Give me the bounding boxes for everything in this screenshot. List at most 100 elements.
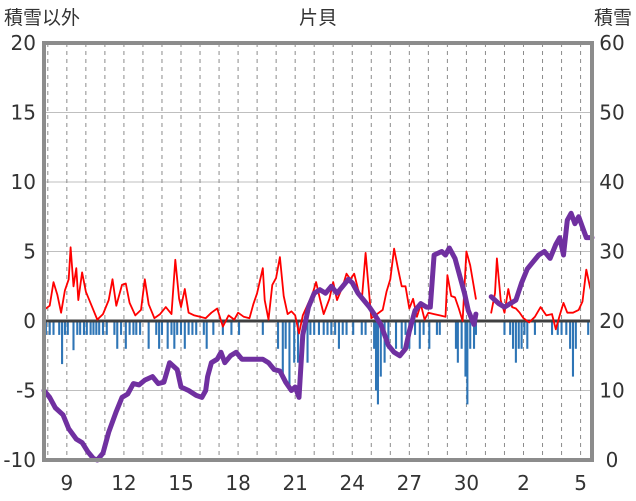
- precipitation-bar: [376, 321, 379, 405]
- right-tick-label: 40: [599, 170, 624, 194]
- right-axis-label: 積雪: [594, 7, 632, 29]
- precipitation-bar: [79, 321, 82, 335]
- precipitation-bar: [288, 321, 291, 391]
- precipitation-bar: [58, 321, 61, 335]
- precipitation-bar: [418, 321, 421, 349]
- precipitation-bar: [400, 321, 403, 349]
- precipitation-bar: [523, 321, 526, 335]
- precipitation-bar: [556, 321, 559, 335]
- precipitation-bar: [503, 321, 506, 335]
- precipitation-bar: [221, 321, 224, 335]
- precipitation-bar: [183, 321, 186, 349]
- precipitation-bar: [66, 321, 69, 335]
- precipitation-bar: [48, 321, 51, 335]
- precipitation-bar: [404, 321, 407, 335]
- precipitation-bar: [85, 321, 88, 335]
- precipitation-bar: [155, 321, 158, 335]
- precipitation-bar: [179, 321, 183, 335]
- precipitation-bar: [284, 321, 287, 349]
- x-tick-label: 12: [111, 471, 136, 495]
- x-tick-label: 5: [574, 471, 587, 495]
- x-tick-label: 9: [60, 471, 73, 495]
- precipitation-bar: [139, 321, 142, 335]
- precipitation-bar: [533, 321, 536, 335]
- precipitation-bar: [89, 321, 92, 335]
- precipitation-bar: [438, 321, 441, 335]
- precipitation-bar: [334, 321, 337, 335]
- precipitation-bar: [422, 321, 425, 335]
- grid-lines: [44, 43, 592, 460]
- precipitation-bar: [337, 321, 340, 349]
- precipitation-bar: [202, 321, 205, 335]
- precipitation-bar: [113, 321, 116, 335]
- left-tick-label: 0: [23, 309, 36, 333]
- precipitation-bar: [474, 321, 477, 335]
- left-tick-label: -10: [3, 448, 36, 472]
- precipitation-bar: [212, 321, 215, 335]
- precipitation-bar: [345, 321, 348, 335]
- precipitation-bar: [413, 321, 417, 335]
- precipitation-bar: [170, 321, 173, 335]
- precipitation-bar: [82, 321, 86, 335]
- precipitation-bar: [565, 321, 568, 335]
- left-tick-label: 20: [11, 31, 36, 55]
- precipitation-bar: [105, 321, 108, 335]
- x-tick-label: 2: [517, 471, 530, 495]
- precipitation-bar: [92, 321, 95, 335]
- precipitation-bar: [158, 321, 161, 349]
- precipitation-bar: [466, 321, 469, 405]
- precipitation-bar: [116, 321, 119, 349]
- precipitation-bar: [464, 321, 467, 377]
- precipitation-bar: [520, 321, 523, 349]
- precipitation-bar: [454, 321, 457, 349]
- left-axis-label: 積雪以外: [4, 7, 80, 29]
- precipitation-bar: [364, 321, 367, 335]
- precipitation-bar: [72, 321, 75, 351]
- right-tick-label: 10: [599, 379, 624, 403]
- precipitation-bar: [166, 321, 169, 349]
- precipitation-bar: [360, 321, 363, 335]
- precipitation-bar: [191, 321, 194, 335]
- right-tick-label: 20: [599, 309, 624, 333]
- precipitation-bar: [132, 321, 135, 335]
- precipitation-bar: [379, 321, 382, 377]
- x-tick-label: 15: [168, 471, 193, 495]
- precipitation-bar: [569, 321, 572, 349]
- precipitation-bar: [101, 321, 105, 335]
- x-tick-label: 30: [454, 471, 479, 495]
- precipitation-bar: [95, 321, 98, 335]
- precipitation-bar: [147, 321, 150, 349]
- precipitation-bar: [313, 321, 316, 335]
- precipitation-bar: [511, 321, 515, 349]
- precipitation-bar: [560, 321, 563, 335]
- right-tick-label: 50: [599, 101, 624, 125]
- precipitation-bar: [124, 321, 127, 349]
- precipitation-bar: [435, 321, 438, 335]
- precipitation-bar: [309, 321, 312, 335]
- precipitation-bar: [587, 321, 590, 335]
- precipitation-bar: [187, 321, 190, 335]
- precipitation-bar: [237, 321, 241, 335]
- right-tick-label: 0: [606, 448, 619, 472]
- precipitation-bar: [61, 321, 64, 365]
- precipitation-bar: [517, 321, 520, 349]
- left-tick-label: 10: [11, 170, 36, 194]
- precipitation-bar: [460, 321, 463, 349]
- plot-frame: [42, 41, 594, 462]
- precipitation-bar: [571, 321, 575, 377]
- precipitation-bar: [373, 321, 376, 349]
- precipitation-bar: [317, 321, 320, 335]
- precipitation-bar: [509, 321, 512, 335]
- axis-labels: 片貝 積雪以外 積雪: [4, 7, 632, 29]
- precipitation-bar: [394, 321, 398, 349]
- precipitation-bar: [98, 321, 101, 335]
- precipitation-bar: [261, 321, 264, 335]
- precipitation-bar: [526, 321, 529, 349]
- precipitation-bar: [341, 321, 344, 335]
- precipitation-bar: [276, 321, 280, 349]
- precipitation-bar: [550, 321, 554, 335]
- precipitation-bar: [230, 321, 233, 335]
